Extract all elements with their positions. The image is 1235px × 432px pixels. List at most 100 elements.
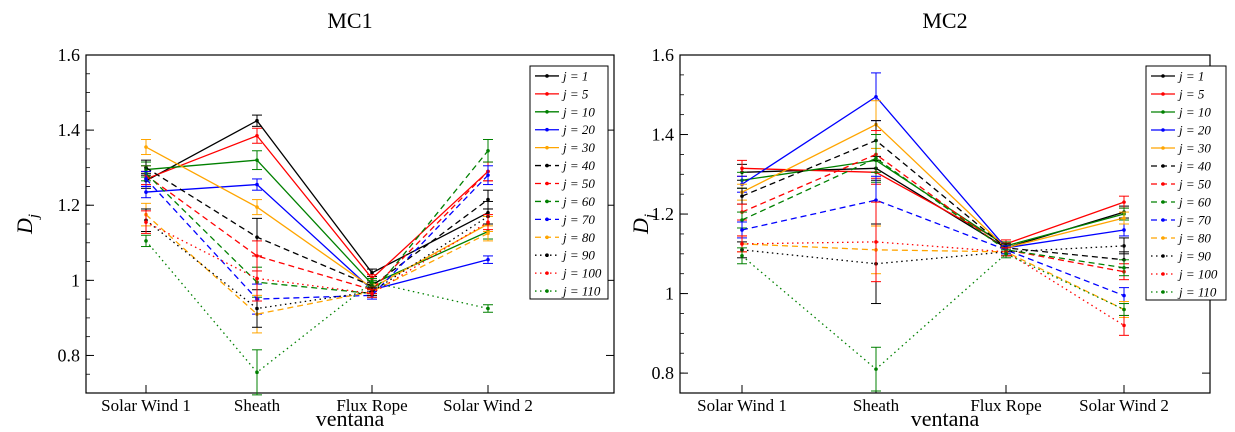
legend-marker xyxy=(1161,272,1165,276)
data-point xyxy=(874,198,878,202)
plot-frame xyxy=(679,54,1211,394)
legend-marker xyxy=(1161,92,1165,96)
legend-label: j = 5 xyxy=(561,86,589,101)
series-path xyxy=(741,253,1125,371)
legend-marker xyxy=(1161,128,1165,132)
data-point xyxy=(255,306,259,311)
legend-marker xyxy=(1161,110,1165,114)
data-point xyxy=(255,276,259,281)
legend-label: j = 40 xyxy=(1177,159,1211,174)
legend-marker xyxy=(1161,236,1165,240)
data-point xyxy=(740,194,744,198)
chart-title: MC1 xyxy=(327,8,372,33)
series-path xyxy=(145,150,489,295)
data-point xyxy=(144,220,148,224)
x-tick-label: Solar Wind 2 xyxy=(1079,396,1169,415)
y-tick-label: 1 xyxy=(71,270,80,290)
series-line xyxy=(737,247,1129,392)
series-path xyxy=(145,183,489,291)
legend-label: j = 100 xyxy=(1177,267,1218,282)
data-point xyxy=(486,197,490,202)
series-path xyxy=(741,153,1125,273)
series-path xyxy=(145,159,489,285)
legend-label: j = 70 xyxy=(561,212,595,227)
data-point xyxy=(370,271,374,275)
data-point xyxy=(144,190,148,194)
series-path xyxy=(741,159,1125,247)
series-line xyxy=(737,159,1129,249)
legend-label: j = 110 xyxy=(1177,285,1217,300)
series-line xyxy=(141,161,493,294)
legend-marker xyxy=(1161,290,1165,294)
y-tick-label: 1.6 xyxy=(652,45,675,65)
legend-marker xyxy=(1161,200,1165,204)
series-line xyxy=(141,210,493,302)
legend-marker xyxy=(545,253,549,257)
legend-marker xyxy=(1161,74,1165,78)
data-point xyxy=(370,291,374,296)
legend-label: j = 30 xyxy=(1177,141,1211,156)
x-axis-label: ventana xyxy=(911,406,980,431)
legend-marker xyxy=(1161,164,1165,168)
legend-label: j = 40 xyxy=(561,158,595,173)
y-tick-label: 1.2 xyxy=(58,195,81,215)
legend-label: j = 20 xyxy=(561,122,595,137)
series-line xyxy=(737,201,1129,336)
chart-mc2: MC2 0.8 1 1.2 1.4 1.6 Solar Wind 1 Sheath Flux R… xyxy=(628,8,1227,431)
series-path xyxy=(741,139,1125,261)
x-tick-label: Sheath xyxy=(853,396,900,415)
y-axis-label-main: D xyxy=(628,218,653,235)
data-point xyxy=(486,231,490,236)
data-point xyxy=(1122,216,1126,220)
data-point xyxy=(1004,252,1008,256)
series-path xyxy=(145,146,489,289)
series-line xyxy=(141,202,493,334)
series-path xyxy=(145,134,489,280)
data-point xyxy=(1122,244,1126,248)
data-point xyxy=(255,158,259,162)
y-axis-label-main: D xyxy=(12,218,37,235)
legend-label: j = 1 xyxy=(561,68,588,83)
data-point xyxy=(255,133,259,138)
data-point xyxy=(1122,200,1126,204)
data-point xyxy=(1122,307,1126,312)
series-path xyxy=(145,214,489,315)
x-tick-label: Flux Rope xyxy=(970,396,1041,415)
y-tick-label: 0.8 xyxy=(58,345,81,365)
chart-title: MC2 xyxy=(922,8,967,33)
data-point xyxy=(1122,323,1126,328)
legend-label: j = 60 xyxy=(561,194,595,209)
series-line xyxy=(737,223,1129,305)
data-point xyxy=(874,94,878,99)
legend-label: j = 80 xyxy=(561,230,595,245)
x-tick-label: Flux Rope xyxy=(336,396,407,415)
series-path xyxy=(741,245,1125,265)
data-point xyxy=(740,228,744,232)
y-axis-label: Dj xyxy=(12,214,42,235)
x-tick-label: Solar Wind 1 xyxy=(101,396,191,415)
data-point xyxy=(740,218,744,222)
data-point xyxy=(740,254,744,258)
legend-marker xyxy=(545,271,549,275)
legend-label: j = 80 xyxy=(1177,231,1211,246)
series-path xyxy=(145,215,489,310)
data-point xyxy=(740,166,744,171)
series-line xyxy=(141,114,493,278)
series-line xyxy=(141,139,493,298)
series-path xyxy=(741,123,1125,249)
legend-marker xyxy=(1161,218,1165,222)
data-point xyxy=(874,240,878,244)
series-line xyxy=(737,134,1129,277)
legend-label: j = 60 xyxy=(1177,195,1211,210)
legend-label: j = 70 xyxy=(1177,213,1211,228)
data-point xyxy=(486,220,490,224)
y-axis-label: Dj xyxy=(628,214,658,235)
legend: j = 1 j = 5 j = 10 j = 20 j = 30 j = 40 j = 50… xyxy=(529,65,609,300)
series-path xyxy=(145,221,489,295)
series-line xyxy=(141,127,493,283)
data-point xyxy=(370,280,374,285)
legend-label: j = 20 xyxy=(1177,123,1211,138)
data-point xyxy=(255,182,259,187)
